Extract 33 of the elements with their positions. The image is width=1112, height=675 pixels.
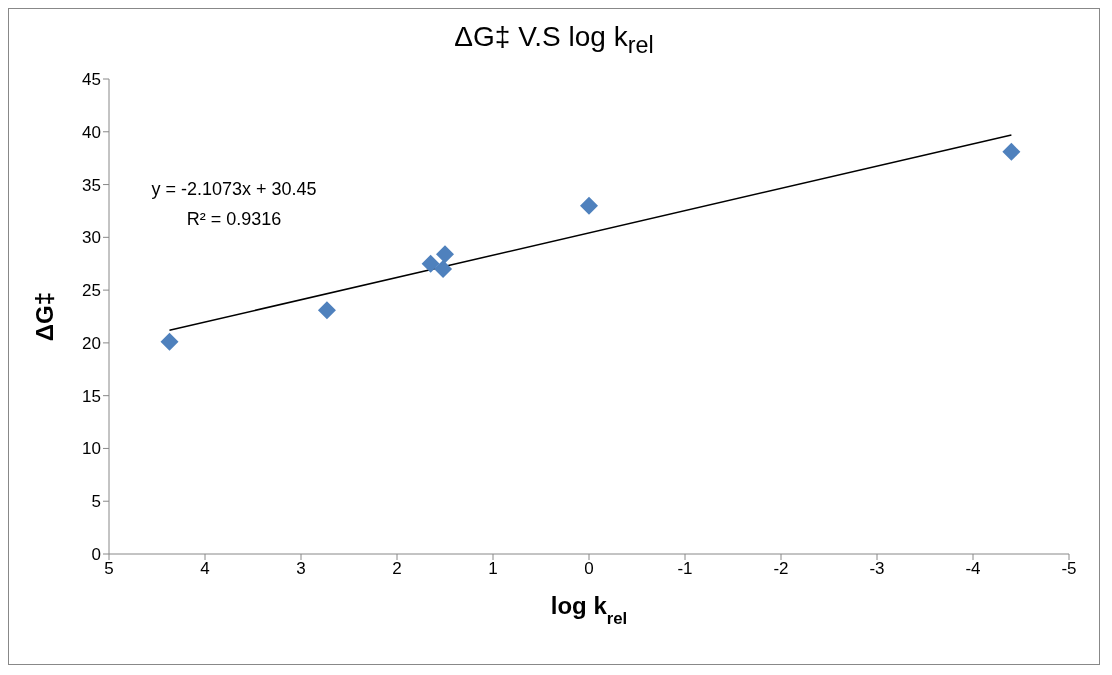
x-tick-label: -2 [773, 559, 789, 579]
x-tick-label: 2 [392, 559, 402, 579]
y-tick-label: 15 [82, 386, 101, 406]
y-tick-label: 5 [91, 492, 101, 512]
y-axis-title: ΔG‡ [31, 291, 58, 342]
annotation: R² = 0.9316 [185, 209, 283, 230]
x-tick-label: 3 [296, 559, 306, 579]
annotation: y = -2.1073x + 30.45 [150, 179, 318, 200]
x-tick-label: -3 [869, 559, 885, 579]
x-tick-label: -4 [965, 559, 981, 579]
point [317, 301, 336, 320]
y-tick-label: 10 [82, 439, 101, 459]
point [436, 245, 454, 264]
x-tick-label: 1 [488, 559, 498, 579]
x-tick-label: 4 [200, 559, 210, 579]
y-tick-label: 25 [82, 281, 101, 301]
chart-title: ΔG‡ V.S log k$_{rel}$ [453, 21, 655, 59]
x-tick-label: 5 [104, 559, 114, 579]
point [160, 332, 179, 351]
y-tick-label: 35 [82, 175, 101, 195]
point [1002, 142, 1021, 161]
x-tick-label: 0 [584, 559, 594, 579]
y-tick-label: 30 [82, 228, 101, 248]
point [421, 254, 440, 273]
y-tick-label: 20 [82, 333, 101, 353]
point [580, 196, 598, 215]
y-tick-label: 40 [82, 122, 101, 142]
y-tick-label: 45 [82, 70, 101, 90]
x-tick-label: -5 [1061, 559, 1077, 579]
x-tick-label: -1 [677, 559, 693, 579]
y-tick-label: 0 [91, 545, 101, 565]
x-axis-title: log k$_{rel}$ [550, 592, 628, 628]
point [434, 260, 453, 278]
